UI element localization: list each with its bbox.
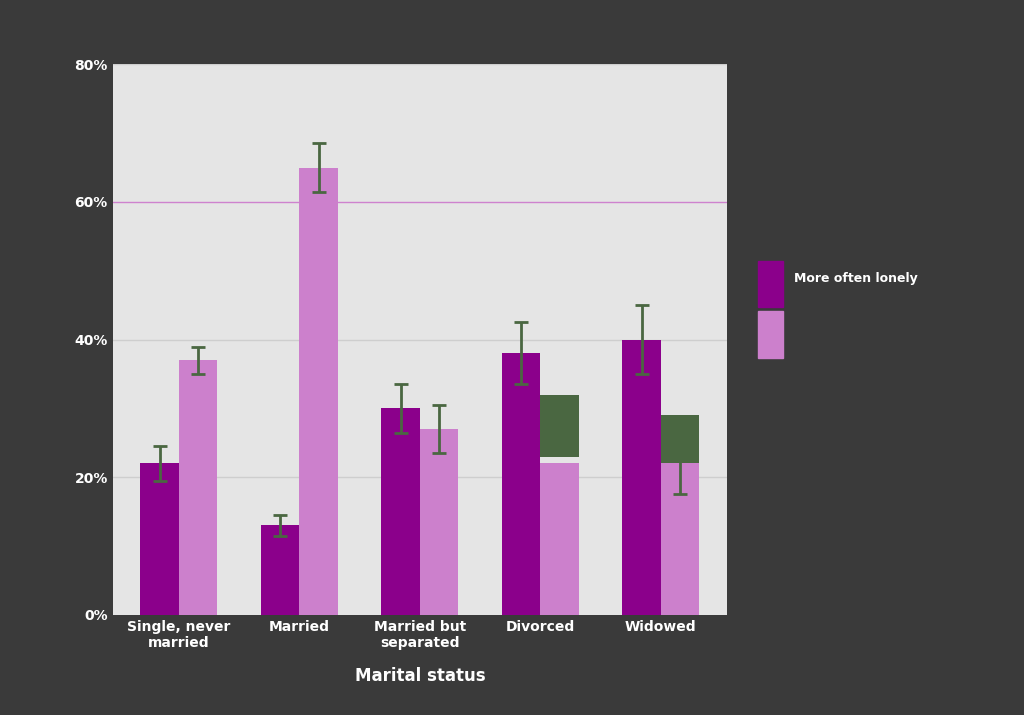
- Bar: [140, 463, 179, 615]
- Bar: [299, 167, 338, 615]
- Bar: [660, 415, 699, 463]
- Bar: [502, 353, 541, 615]
- Bar: [541, 463, 579, 615]
- Bar: [623, 340, 660, 615]
- Bar: [179, 360, 217, 615]
- Text: More often lonely: More often lonely: [794, 272, 918, 285]
- Bar: [660, 463, 699, 615]
- Bar: [261, 526, 299, 615]
- Bar: [541, 395, 579, 457]
- X-axis label: Marital status: Marital status: [354, 666, 485, 685]
- Bar: [420, 429, 459, 615]
- Bar: [381, 408, 420, 615]
